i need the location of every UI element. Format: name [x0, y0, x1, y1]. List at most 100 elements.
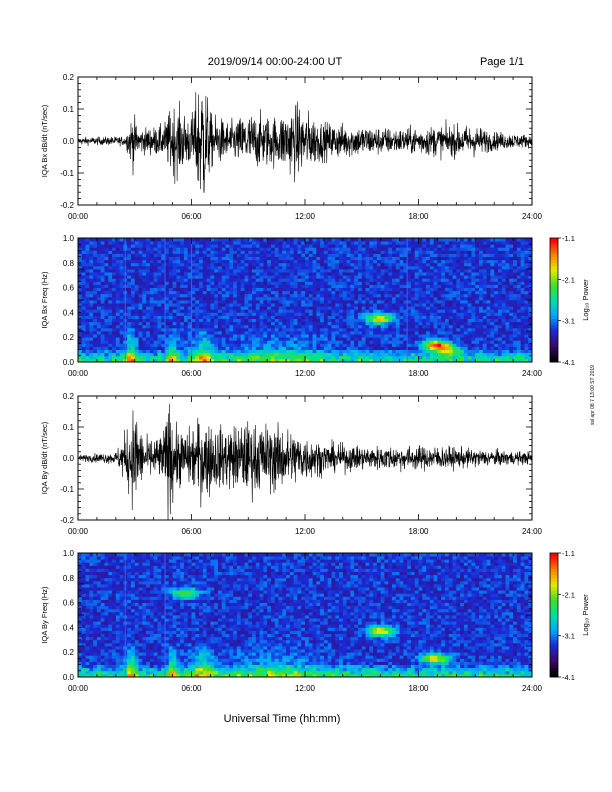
x-tick-label: 00:00 [68, 369, 89, 378]
colorbar-segment [550, 658, 558, 662]
colorbar-segment [550, 642, 558, 647]
colorbar-segment [550, 265, 558, 270]
y-tick-label: 0.6 [63, 284, 75, 293]
colorbar-segment [550, 602, 558, 607]
colorbar-segment [550, 664, 558, 669]
y-axis-label: IQA By dB/dt (nT/sec) [40, 421, 49, 494]
colorbar-segment [550, 253, 558, 257]
colorbar-segment [550, 269, 558, 273]
side-note: ssl apr 08 7 13:00 ST 2019 [590, 365, 596, 425]
colorbar-segment [550, 327, 558, 332]
colorbar-segment [550, 324, 558, 329]
colorbar-segment [550, 315, 558, 319]
colorbar-segment [550, 296, 558, 301]
colorbar-tick-label: -4.1 [562, 673, 575, 682]
x-tick-label: 18:00 [408, 684, 429, 693]
x-tick-label: 06:00 [181, 684, 202, 693]
y-axis-label: IQA By Freq (Hz) [40, 586, 49, 644]
colorbar-segment [550, 667, 558, 672]
page-title: 2019/09/14 00:00-24:00 UT [208, 56, 343, 68]
colorbar-segment [550, 611, 558, 616]
colorbar-segment [550, 306, 558, 310]
colorbar-segment [550, 278, 558, 282]
colorbar-segment [550, 661, 558, 665]
colorbar-segment [550, 553, 558, 557]
colorbar-segment [550, 238, 558, 242]
x-tick-label: 18:00 [408, 369, 429, 378]
colorbar-segment [550, 571, 558, 576]
colorbar-tick-label: -1.1 [562, 234, 575, 243]
colorbar-segment [550, 303, 558, 307]
colorbar-label: Log₁₀ Power [581, 279, 590, 321]
colorbar-tick-label: -3.1 [562, 317, 575, 326]
y-tick-label: 0.2 [63, 648, 75, 657]
y-axis-label: IQA Bx dB/dt (nT/sec) [40, 104, 49, 177]
x-tick-label: 24:00 [522, 684, 543, 693]
dbdt-series-line [78, 92, 532, 193]
x-tick-label: 00:00 [68, 527, 89, 536]
y-tick-label: 0.4 [63, 623, 75, 632]
colorbar-segment [550, 300, 558, 304]
colorbar-segment [550, 318, 558, 323]
colorbar-segment [550, 584, 558, 588]
colorbar-segment [550, 247, 558, 251]
x-tick-label: 12:00 [295, 369, 316, 378]
y-tick-label: 0.1 [63, 423, 75, 432]
y-tick-label: 0.2 [63, 73, 75, 82]
colorbar-segment [550, 593, 558, 597]
x-tick-label: 18:00 [408, 212, 429, 221]
colorbar-segment [550, 256, 558, 261]
x-tick-label: 24:00 [522, 369, 543, 378]
colorbar-segment [550, 599, 558, 603]
colorbar-segment [550, 633, 558, 638]
x-tick-label: 18:00 [408, 527, 429, 536]
x-tick-label: 06:00 [181, 212, 202, 221]
colorbar-label: Log₁₀ Power [581, 594, 590, 636]
colorbar-segment [550, 565, 558, 569]
y-tick-label: 0.0 [63, 358, 75, 367]
colorbar-segment [550, 636, 558, 641]
colorbar-frame [549, 552, 559, 678]
y-tick-label: 0.4 [63, 308, 75, 317]
by-dbdt-panel: 0.2 0.1 0.0 -0.1 -0.2 00:00 06:00 12:00 18:00 24:… [40, 392, 543, 536]
colorbar-segment [550, 639, 558, 644]
bx-spectrogram-panel: 1.0 0.8 0.6 0.4 0.2 0.0 00:00 06:00 12:00 18:00 24… [40, 234, 590, 378]
colorbar-segment [550, 621, 558, 625]
colorbar-segment [550, 241, 558, 245]
dbdt-series-line [78, 403, 532, 520]
y-tick-label: 0.6 [63, 599, 75, 608]
y-tick-label: -0.1 [60, 485, 74, 494]
colorbar-segment [550, 337, 558, 341]
y-tick-label: 0.8 [63, 574, 75, 583]
colorbar-segment [550, 559, 558, 563]
spectrogram-cells [78, 553, 533, 678]
colorbar-segment [550, 577, 558, 582]
colorbar-segment [550, 346, 558, 350]
colorbar-tick-label: -1.1 [562, 549, 575, 558]
x-axis-label: Universal Time (hh:mm) [224, 713, 341, 725]
colorbar-segment [550, 673, 558, 678]
x-tick-label: 06:00 [181, 369, 202, 378]
colorbar-segment [550, 358, 558, 363]
colorbar-segment [550, 562, 558, 566]
colorbar-segment [550, 615, 558, 619]
y-tick-label: 0.0 [63, 137, 75, 146]
colorbar-tick-label: -2.1 [562, 275, 575, 284]
y-tick-label: 0.2 [63, 333, 75, 342]
colorbar-segment [550, 627, 558, 631]
colorbar-segment [550, 608, 558, 613]
colorbar-tick-label: -2.1 [562, 590, 575, 599]
colorbar-segment [550, 321, 558, 326]
colorbar-segment [550, 352, 558, 357]
bx-dbdt-panel: 0.2 0.1 0.0 -0.1 -0.2 00:00 06:00 12:00 18:00 24:… [40, 73, 543, 221]
colorbar-segment [550, 275, 558, 279]
y-tick-label: -0.2 [60, 201, 74, 210]
colorbar-segment [550, 568, 558, 572]
colorbar-tick-label: -4.1 [562, 358, 575, 367]
colorbar-tick-label: -3.1 [562, 632, 575, 641]
colorbar-segment [550, 343, 558, 347]
y-tick-label: 0.2 [63, 392, 75, 401]
y-tick-label: 1.0 [63, 234, 75, 243]
colorbar-segment [550, 287, 558, 292]
